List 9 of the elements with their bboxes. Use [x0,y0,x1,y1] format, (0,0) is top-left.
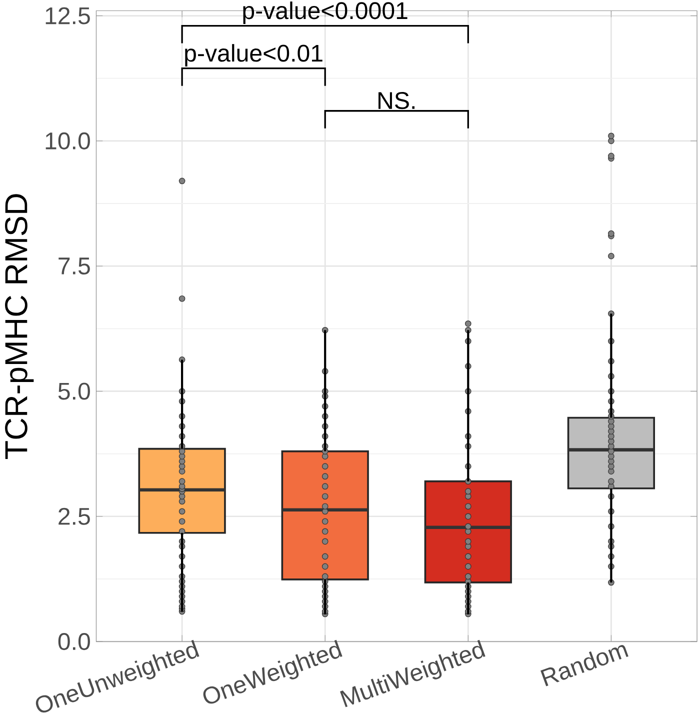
y-tick-label: 7.5 [58,258,90,274]
y-axis-title: TCR-pMHC RMSD [5,194,34,459]
annotation: NS. [378,92,415,110]
y-tick-label: 10.0 [46,132,90,150]
y-tick-label: 5.0 [58,382,90,400]
y-tick-label: 12.5 [46,7,90,24]
annotation: p-value<0.0001 [243,2,408,24]
annotation: p-value<0.01 [185,44,323,67]
y-tick-label: 2.5 [58,508,90,525]
